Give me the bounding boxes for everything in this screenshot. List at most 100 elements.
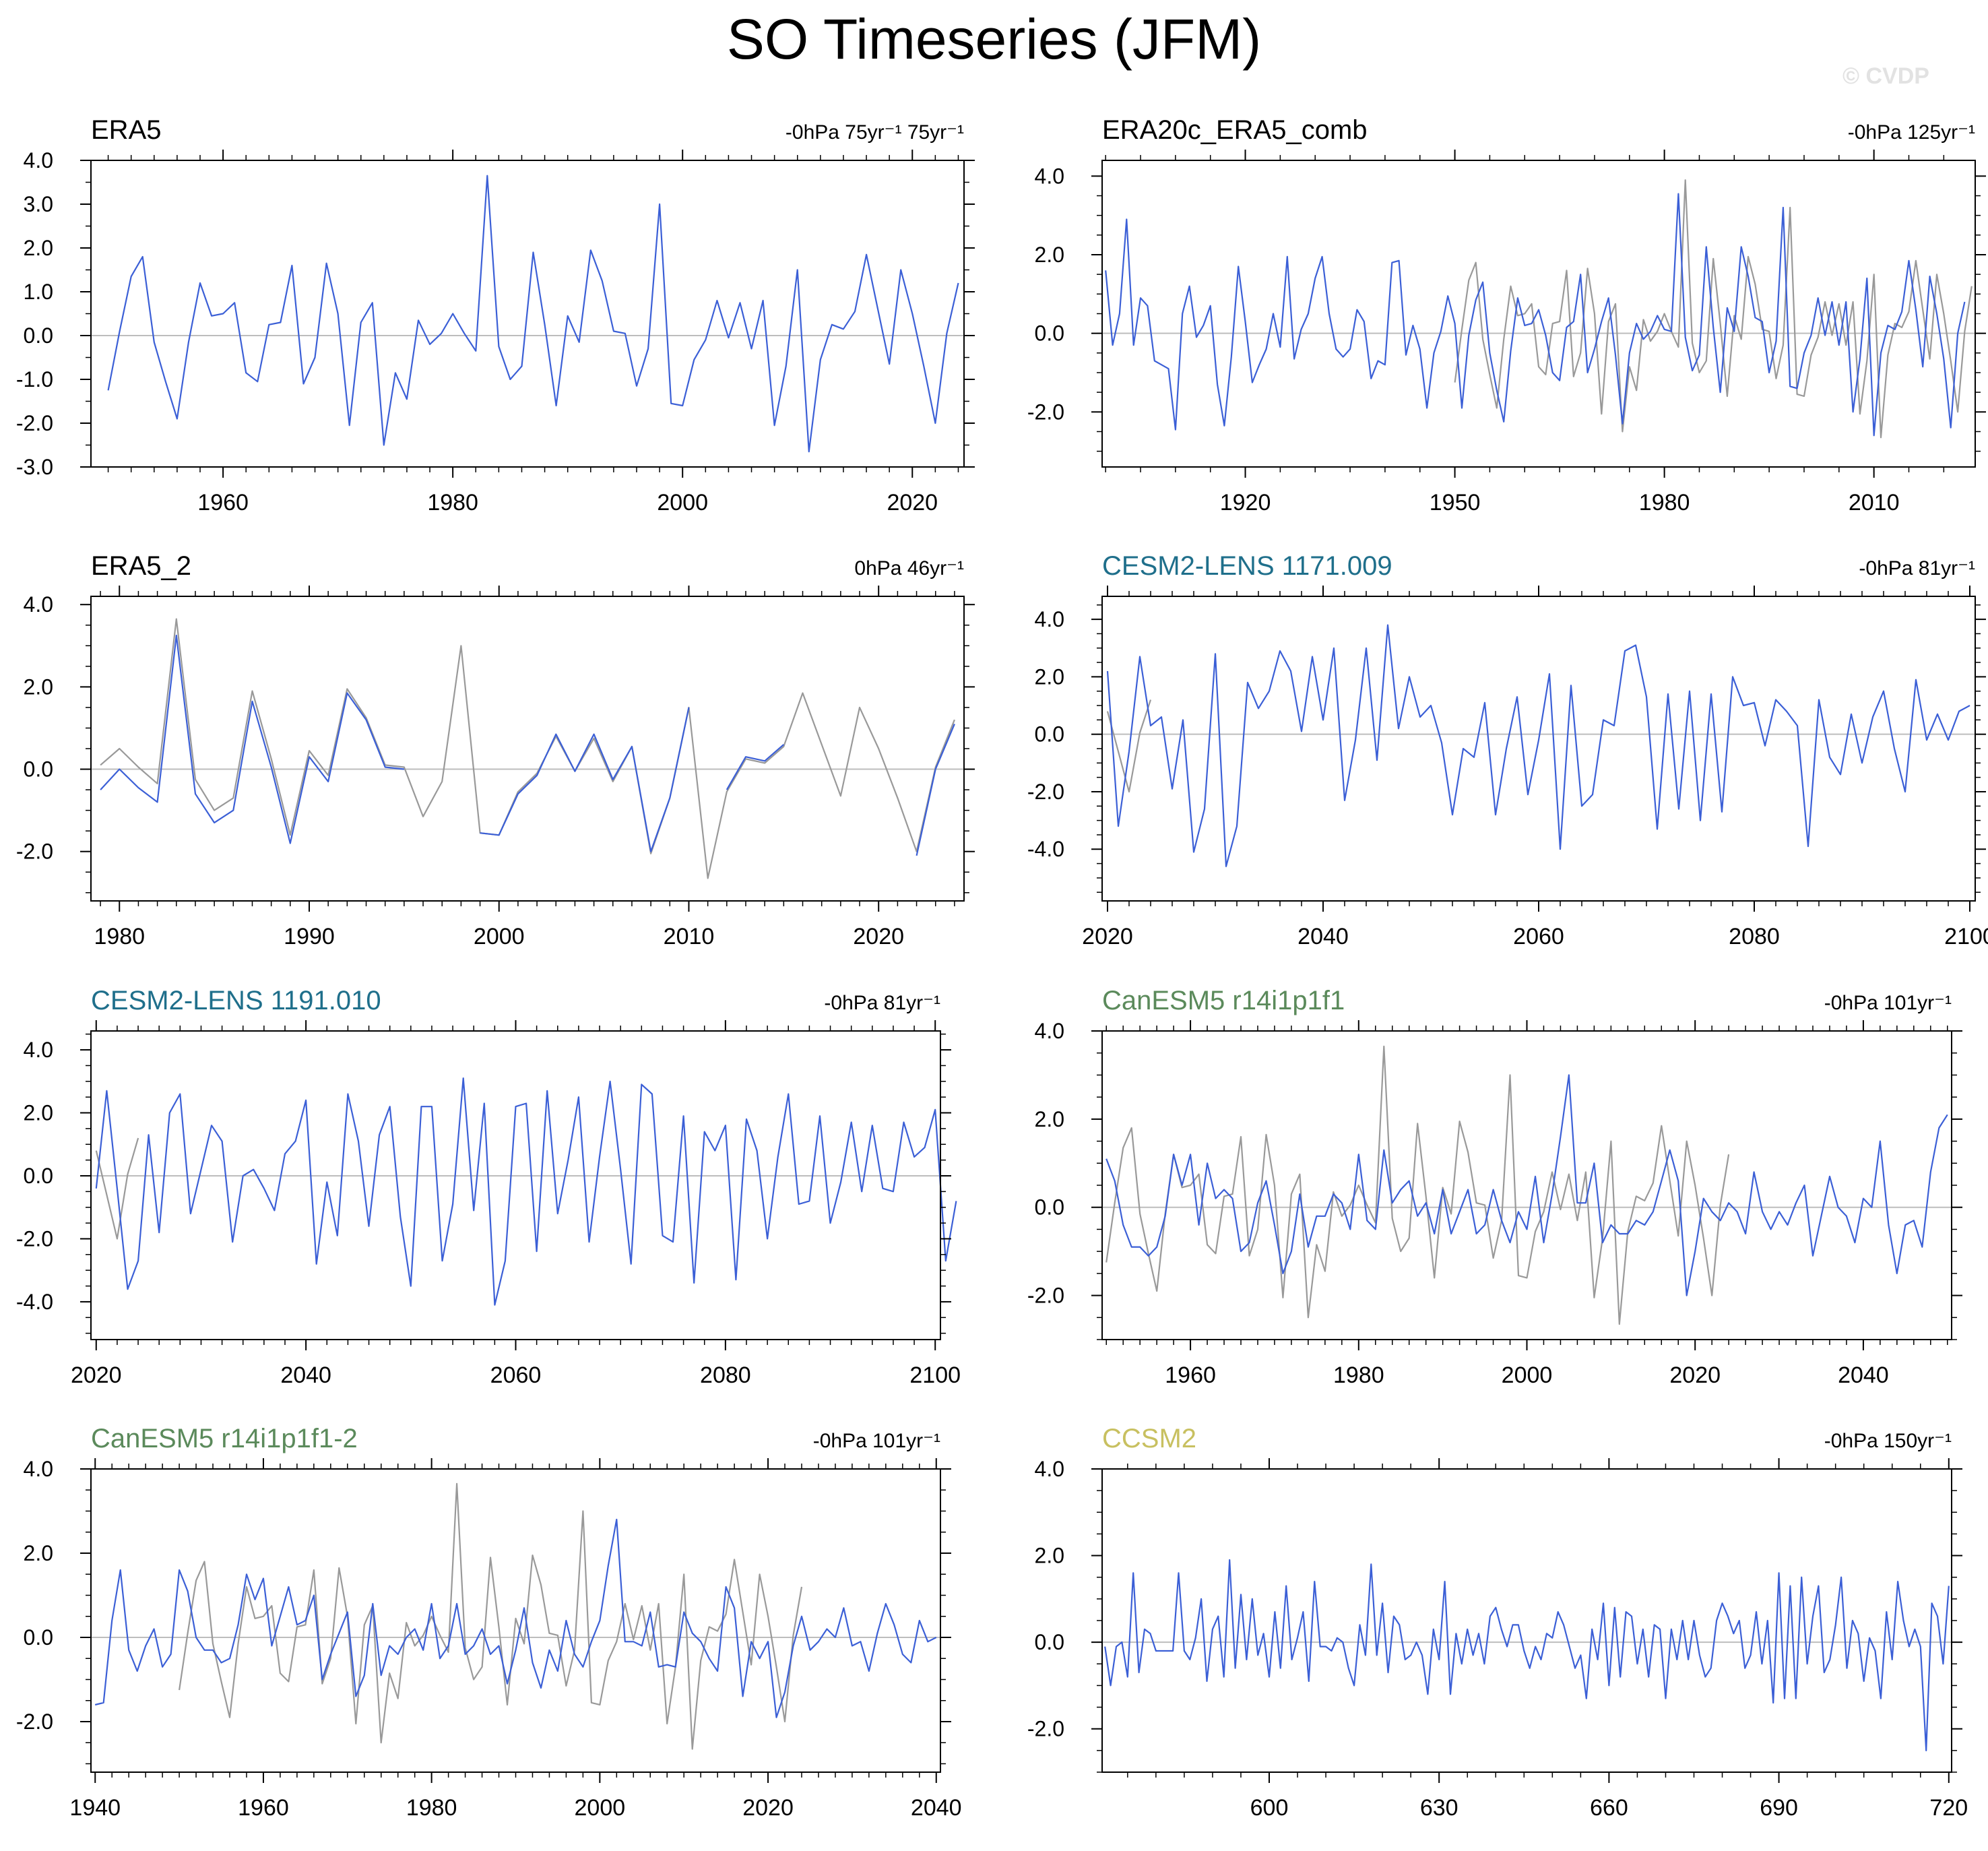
- y-tick-label: 4.0: [1035, 607, 1064, 631]
- series-model-line: [100, 634, 955, 856]
- y-tick-label: 4.0: [24, 1038, 53, 1062]
- panel-title: CCSM2: [1102, 1424, 1196, 1453]
- y-tick-label: -2.0: [16, 1709, 53, 1734]
- y-tick-label: 2.0: [1035, 664, 1064, 689]
- x-tick-label: 630: [1420, 1795, 1458, 1821]
- x-tick-label: 2020: [71, 1362, 122, 1388]
- y-tick-label: 2.0: [24, 236, 53, 260]
- watermark: © CVDP: [1842, 63, 1929, 89]
- series-obs-line: [1106, 699, 1152, 793]
- y-tick-label: 2.0: [24, 1541, 53, 1565]
- y-tick-label: 4.0: [24, 1457, 53, 1481]
- x-tick-label: 600: [1250, 1795, 1289, 1821]
- panel-trend-label: -0hPa 101yr⁻¹: [813, 1430, 940, 1452]
- y-tick-label: 0.0: [1035, 722, 1064, 747]
- y-tick-label: -3.0: [16, 455, 53, 479]
- x-tick-label: 1980: [1333, 1362, 1384, 1388]
- y-tick-label: 0.0: [24, 757, 53, 782]
- x-tick-label: 1980: [94, 924, 145, 949]
- y-tick-label: 4.0: [24, 148, 53, 172]
- x-tick-label: 2040: [280, 1362, 331, 1388]
- x-tick-label: 2080: [700, 1362, 751, 1388]
- panel-trend-label: -0hPa 101yr⁻¹: [1824, 992, 1952, 1014]
- panel-title: ERA5: [91, 115, 162, 145]
- panel-5: CESM2-LENS 1191.010 -0hPa 81yr⁻¹ 2020 2040 2…: [16, 986, 961, 1388]
- x-tick-label: 1980: [406, 1795, 457, 1821]
- y-tick-label: 4.0: [1035, 1019, 1064, 1043]
- y-tick-label: 0.0: [24, 1164, 53, 1188]
- x-tick-label: 2000: [657, 490, 708, 515]
- y-tick-label: -4.0: [16, 1290, 53, 1314]
- plot-frame: [1101, 596, 1976, 902]
- y-tick-label: 2.0: [24, 1101, 53, 1125]
- x-tick-label: 660: [1590, 1795, 1628, 1821]
- series-model-line: [107, 175, 959, 453]
- panel-title: ERA5_2: [91, 551, 191, 581]
- series-obs-line: [1105, 1045, 1730, 1325]
- y-tick-label: 2.0: [1035, 243, 1064, 267]
- x-tick-label: 2020: [887, 490, 938, 515]
- x-tick-label: 2040: [1297, 924, 1349, 949]
- panel-title: CanESM5 r14i1p1f1-2: [91, 1424, 358, 1453]
- x-tick-label: 1940: [69, 1795, 121, 1821]
- series-model-line: [1105, 193, 1966, 437]
- panel-trend-label: -0hPa 150yr⁻¹: [1824, 1430, 1952, 1452]
- x-tick-label: 2020: [1669, 1362, 1721, 1388]
- panel-title: CanESM5 r14i1p1f1: [1102, 986, 1345, 1015]
- y-tick-label: -2.0: [1027, 780, 1064, 804]
- panel-title: CESM2-LENS 1171.009: [1102, 551, 1392, 581]
- series-obs-line: [179, 1482, 803, 1750]
- x-tick-label: 2020: [742, 1795, 794, 1821]
- panel-trend-label: -0hPa 81yr⁻¹: [1859, 557, 1975, 579]
- x-tick-label: 2000: [575, 1795, 626, 1821]
- x-tick-label: 1990: [284, 924, 335, 949]
- panel-7: CanESM5 r14i1p1f1-2 -0hPa 101yr⁻¹ 1940 1960…: [16, 1424, 962, 1821]
- y-tick-label: -2.0: [1027, 1284, 1064, 1308]
- plot-frame: [1101, 1468, 1952, 1773]
- x-tick-label: 1980: [1639, 490, 1690, 515]
- series-obs-line: [1454, 179, 1973, 439]
- panel-trend-label: -0hPa 75yr⁻¹ 75yr⁻¹: [785, 121, 964, 144]
- y-tick-label: -2.0: [1027, 1717, 1064, 1741]
- x-tick-label: 2040: [911, 1795, 962, 1821]
- y-tick-label: -4.0: [1027, 837, 1064, 861]
- x-tick-label: 2040: [1838, 1362, 1889, 1388]
- y-tick-label: 0.0: [1035, 1630, 1064, 1654]
- plot-frame: [90, 596, 965, 902]
- panel-2: ERA20c_ERA5_comb -0hPa 125yr⁻¹ 1920 1950 198…: [1027, 115, 1986, 515]
- panel-6: CanESM5 r14i1p1f1 -0hPa 101yr⁻¹ 1960 1980 20…: [1027, 986, 1962, 1388]
- panel-1: ERA5 -0hPa 75yr⁻¹ 75yr⁻¹ 1960 1980 2000 2020 -…: [16, 115, 975, 515]
- series-model-line: [1105, 1074, 1948, 1296]
- x-tick-label: 2060: [1513, 924, 1564, 949]
- x-tick-label: 2010: [664, 924, 715, 949]
- y-tick-label: 2.0: [1035, 1107, 1064, 1131]
- x-tick-label: 2000: [474, 924, 525, 949]
- panel-3: ERA5_2 0hPa 46yr⁻¹ 1980 1990 2000 2010 2020 -2.…: [16, 551, 975, 949]
- panel-8: CCSM2 -0hPa 150yr⁻¹ 600 630 660 690 720 -2.0 0.0…: [1027, 1424, 1968, 1821]
- x-tick-label: 1960: [197, 490, 249, 515]
- figure-title: SO Timeseries (JFM): [726, 7, 1262, 71]
- y-tick-label: -1.0: [16, 367, 53, 391]
- y-tick-label: 0.0: [24, 323, 53, 348]
- x-tick-label: 1960: [238, 1795, 289, 1821]
- x-tick-label: 2010: [1849, 490, 1900, 515]
- series-model-line: [94, 1518, 937, 1718]
- panel-title: ERA20c_ERA5_comb: [1102, 115, 1368, 145]
- y-tick-label: 0.0: [1035, 321, 1064, 346]
- panel-4: CESM2-LENS 1171.009 -0hPa 81yr⁻¹ 2020 2040 2…: [1027, 551, 1988, 949]
- x-tick-label: 1920: [1220, 490, 1271, 515]
- x-tick-label: 2080: [1729, 924, 1780, 949]
- y-tick-label: 2.0: [1035, 1544, 1064, 1568]
- x-tick-label: 2100: [1944, 924, 1988, 949]
- x-tick-label: 2020: [1082, 924, 1133, 949]
- y-tick-label: -2.0: [16, 411, 53, 435]
- y-tick-label: -2.0: [16, 840, 53, 864]
- panel-trend-label: -0hPa 81yr⁻¹: [824, 992, 940, 1014]
- y-tick-label: -2.0: [16, 1226, 53, 1251]
- x-tick-label: 2100: [909, 1362, 961, 1388]
- y-tick-label: -2.0: [1027, 400, 1064, 424]
- x-tick-label: 1950: [1430, 490, 1481, 515]
- x-tick-label: 690: [1760, 1795, 1798, 1821]
- panel-trend-label: -0hPa 125yr⁻¹: [1848, 121, 1975, 144]
- plot-frame: [1101, 1030, 1952, 1340]
